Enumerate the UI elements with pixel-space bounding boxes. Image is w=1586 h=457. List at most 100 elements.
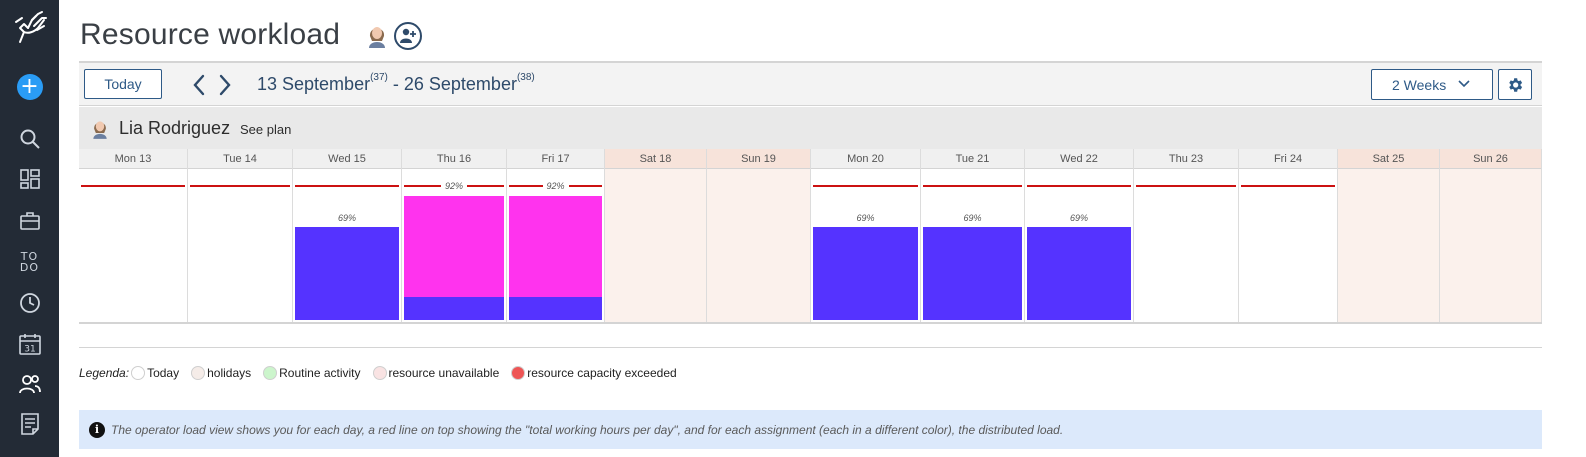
day-column: Mon 13 <box>79 149 188 322</box>
load-bar-segment[interactable] <box>295 227 399 320</box>
day-header: Fri 24 <box>1239 149 1337 169</box>
legend-swatch <box>511 366 526 380</box>
load-percent-label: 69% <box>963 213 982 223</box>
day-header: Fri 17 <box>507 149 604 169</box>
legend-item: resource capacity exceeded <box>511 366 677 380</box>
info-icon: i <box>89 421 105 438</box>
legend-label: Routine activity <box>279 366 361 380</box>
load-bar-segment[interactable] <box>923 227 1022 320</box>
logo-hand-icon[interactable] <box>0 6 59 46</box>
load-percent-label: 69% <box>337 213 356 223</box>
load-bar-segment[interactable] <box>509 297 602 320</box>
load-bar-segment[interactable] <box>509 196 602 297</box>
day-column: Tue 21 69% <box>921 149 1025 322</box>
day-header: Thu 16 <box>402 149 506 169</box>
load-percent-label: 69% <box>1069 213 1088 223</box>
day-column: Sat 18 <box>605 149 707 322</box>
search-icon[interactable] <box>0 121 59 157</box>
briefcase-icon[interactable] <box>0 203 59 239</box>
legend-item: resource unavailable <box>372 366 500 380</box>
legend-label: resource unavailable <box>388 366 500 380</box>
info-text: The operator load view shows you for eac… <box>111 422 1064 437</box>
range-end: 26 September <box>403 74 517 94</box>
day-column: Fri 24 <box>1239 149 1338 322</box>
dashboard-icon[interactable] <box>0 161 59 197</box>
settings-button[interactable] <box>1498 69 1532 100</box>
legend-label: holidays <box>207 366 252 380</box>
add-user-icon <box>400 28 416 43</box>
load-percent-label: 69% <box>856 213 875 223</box>
period-select[interactable]: 2 Weeks <box>1371 69 1493 100</box>
legend-item: Today <box>131 366 179 380</box>
day-header: Sat 25 <box>1338 149 1439 169</box>
day-header: Thu 23 <box>1134 149 1238 169</box>
legend-item: holidays <box>191 366 251 380</box>
day-header: Sat 18 <box>605 149 706 169</box>
period-select-value: 2 Weeks <box>1392 76 1447 93</box>
load-bar-segment[interactable] <box>404 196 504 297</box>
svg-text:31: 31 <box>24 345 35 355</box>
report-icon[interactable] <box>0 406 59 442</box>
range-start-week: (37) <box>370 72 388 83</box>
day-header: Wed 22 <box>1025 149 1133 169</box>
page-title: Resource workload <box>80 18 341 51</box>
resource-name: Lia Rodriguez <box>119 118 231 138</box>
load-bar-segment[interactable] <box>1027 227 1131 320</box>
users-icon[interactable] <box>0 366 59 402</box>
legend-title: Legenda: <box>79 366 130 380</box>
day-header: Wed 15 <box>293 149 401 169</box>
calendar-icon[interactable]: 31 <box>0 326 59 362</box>
date-range: 13 September(37) - 26 September(38) <box>257 72 535 95</box>
legend-swatch <box>372 366 387 380</box>
divider <box>79 347 1542 348</box>
day-column: Sat 25 <box>1338 149 1440 322</box>
load-bar-segment[interactable] <box>813 227 918 320</box>
legend-label: resource capacity exceeded <box>527 366 677 380</box>
capacity-line <box>295 185 399 187</box>
capacity-line <box>190 185 290 187</box>
capacity-line <box>1136 185 1236 187</box>
capacity-line <box>1241 185 1335 187</box>
chevron-left-icon[interactable] <box>190 73 208 97</box>
legend-swatch <box>263 366 278 380</box>
load-bar-segment[interactable] <box>404 297 504 320</box>
day-header: Sun 26 <box>1440 149 1541 169</box>
chevron-down-icon <box>1458 80 1470 88</box>
add-button[interactable]: + <box>0 69 59 105</box>
day-column: Fri 17 92% <box>507 149 605 322</box>
add-user-button[interactable] <box>394 22 422 50</box>
range-separator: - <box>387 74 404 94</box>
load-percent-label: 92% <box>440 181 468 191</box>
see-plan-link[interactable]: See plan <box>240 122 292 137</box>
todo-icon[interactable]: TO DO <box>19 250 40 274</box>
capacity-line <box>81 185 185 187</box>
capacity-line <box>923 185 1022 187</box>
day-column: Mon 20 69% <box>811 149 921 322</box>
day-column: Tue 14 <box>188 149 293 322</box>
range-start: 13 September <box>257 74 371 94</box>
day-column: Wed 22 69% <box>1025 149 1134 322</box>
clock-icon[interactable] <box>0 285 59 321</box>
toolbar: Today 13 September(37) - 26 September(38… <box>79 61 1542 106</box>
day-column: Sun 26 <box>1440 149 1542 322</box>
today-button[interactable]: Today <box>84 69 162 99</box>
day-column: Thu 16 92% <box>402 149 507 322</box>
day-column: Thu 23 <box>1134 149 1239 322</box>
resource-avatar <box>90 117 110 139</box>
legend-label: Today <box>147 366 180 380</box>
day-header: Mon 13 <box>79 149 187 169</box>
capacity-line <box>1027 185 1131 187</box>
legend: Legenda: Today holidays Routine activity re… <box>79 364 689 382</box>
avatar[interactable] <box>365 22 389 48</box>
load-percent-label: 92% <box>542 181 569 191</box>
legend-swatch <box>131 366 146 380</box>
chevron-right-icon[interactable] <box>216 73 234 97</box>
add-icon: + <box>16 74 43 100</box>
workload-grid: Mon 13 Tue 14 Wed 15 69% Thu 16 92% Fri 17 92% S… <box>79 149 1542 324</box>
day-header: Tue 14 <box>188 149 292 169</box>
day-column: Sun 19 <box>707 149 811 322</box>
info-banner: i The operator load view shows you for e… <box>79 410 1542 449</box>
day-header: Sun 19 <box>707 149 810 169</box>
legend-swatch <box>191 366 206 380</box>
